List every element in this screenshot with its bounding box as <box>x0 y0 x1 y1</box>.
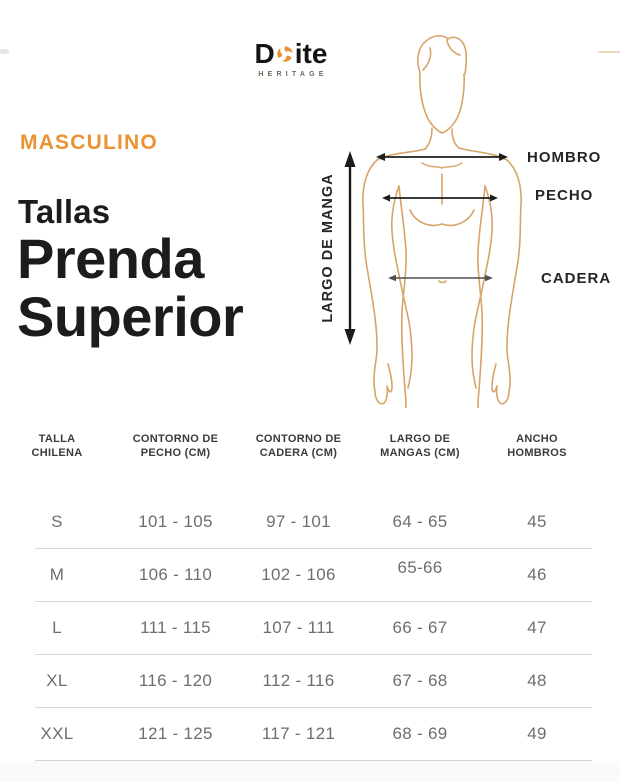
shoulder-label: HOMBRO <box>527 149 601 166</box>
category-label: MASCULINO <box>20 131 158 154</box>
hip-cell: 97 - 101 <box>266 511 331 531</box>
size-cell: XXL <box>40 723 74 743</box>
row-divider <box>35 707 592 708</box>
brand-logo: D ite HERITAGE <box>221 40 361 79</box>
size-cell: S <box>51 511 63 531</box>
hip-label: CADERA <box>541 270 611 287</box>
size-cell: M <box>49 564 65 584</box>
size-table-header: TALLA CHILENA CONTORNO DE PECHO (CM) CON… <box>0 433 594 460</box>
header-contorno-pecho: CONTORNO DE PECHO (CM) <box>132 433 219 459</box>
shoulder-cell: 45 <box>527 511 547 531</box>
size-cell: XL <box>46 670 68 690</box>
logo-letter-d: D <box>254 38 275 69</box>
hip-cell: 117 - 121 <box>261 723 336 743</box>
chest-cell: 116 - 120 <box>138 670 213 690</box>
row-divider <box>35 760 592 761</box>
shoulder-cell: 49 <box>527 723 547 743</box>
table-row-l: L 111 - 115 107 - 111 66 - 67 47 <box>0 601 594 654</box>
sleeve-cell: 68 - 69 <box>392 723 448 743</box>
chest-cell: 121 - 125 <box>138 723 213 743</box>
table-row-s: S 101 - 105 97 - 101 64 - 65 45 <box>0 495 594 548</box>
chest-cell: 106 - 110 <box>138 564 213 584</box>
sleeve-cell: 67 - 68 <box>392 670 448 690</box>
table-row-xl: XL 116 - 120 112 - 116 67 - 68 48 <box>0 654 594 707</box>
shoulder-cell: 46 <box>527 564 547 584</box>
size-table-body: S 101 - 105 97 - 101 64 - 65 45 M 106 - … <box>0 495 594 760</box>
size-cell: L <box>52 617 62 637</box>
row-divider <box>35 654 592 655</box>
row-divider <box>35 601 592 602</box>
body-figure-svg: LARGO DE MANGA HOMBRO PECHO CADERA <box>320 35 620 408</box>
page-title-line3: Superior <box>17 285 244 348</box>
male-torso-figure <box>362 35 522 408</box>
shoulder-cell: 48 <box>527 670 547 690</box>
shoulder-cell: 47 <box>527 617 547 637</box>
table-row-m: M 106 - 110 102 - 106 65-66 46 <box>0 548 594 601</box>
brand-wordmark: D ite <box>221 40 361 68</box>
sleeve-length-label: LARGO DE MANGA <box>320 173 336 322</box>
hip-arrow <box>388 274 493 282</box>
header-talla-chilena: TALLA CHILENA <box>31 433 83 459</box>
hip-cell: 112 - 116 <box>262 670 335 690</box>
sleeve-cell: 65-66 <box>397 557 443 577</box>
bottom-strip <box>0 761 620 782</box>
sleeve-cell: 64 - 65 <box>392 511 448 531</box>
logo-letters-ite: ite <box>294 38 328 69</box>
header-contorno-cadera: CONTORNO DE CADERA (CM) <box>255 433 342 459</box>
hip-cell: 107 - 111 <box>262 617 335 637</box>
row-divider <box>35 548 592 549</box>
brand-subtitle: HERITAGE <box>258 71 328 78</box>
shoulder-arrow <box>376 153 508 161</box>
sleeve-cell: 66 - 67 <box>392 617 448 637</box>
table-row-xxl: XXL 121 - 125 117 - 121 68 - 69 49 <box>0 707 594 760</box>
swirl-icon <box>277 46 293 62</box>
measurement-diagram: LARGO DE MANGA HOMBRO PECHO CADERA <box>320 28 620 408</box>
header-largo-mangas: LARGO DE MANGAS (CM) <box>380 433 460 459</box>
page-title-line1: Tallas <box>18 193 111 230</box>
edge-smudge <box>0 49 9 54</box>
chest-label: PECHO <box>535 187 593 204</box>
sleeve-length-arrow <box>344 151 356 345</box>
hip-cell: 102 - 106 <box>261 564 336 584</box>
chest-cell: 101 - 105 <box>138 511 213 531</box>
chest-arrow <box>382 194 498 202</box>
chest-cell: 111 - 115 <box>140 617 211 637</box>
header-ancho-hombros: ANCHO HOMBROS <box>507 433 567 459</box>
page-title-line2: Prenda <box>17 227 204 290</box>
